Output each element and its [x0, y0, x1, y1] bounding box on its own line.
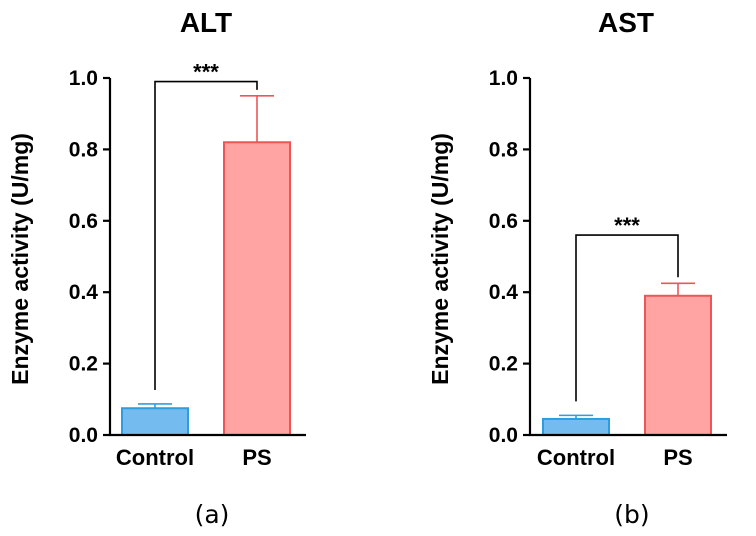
- x-tick-label: Control: [116, 445, 194, 470]
- y-tick-label: 0.0: [69, 424, 98, 447]
- y-axis-label: Enzyme activity (U/mg): [7, 133, 33, 385]
- y-tick-label: 0.2: [69, 353, 98, 376]
- y-tick-label: 0.6: [69, 210, 98, 233]
- y-tick-label: 0.6: [489, 210, 518, 233]
- chart-panel-alt: ALT Enzyme activity (U/mg) (a) Control PS…: [7, 7, 306, 529]
- x-tick-label: Control: [537, 445, 615, 470]
- chart-title: AST: [598, 7, 654, 38]
- bar-ps: [223, 141, 291, 436]
- chart-panel-ast: AST Enzyme activity (U/mg) (b) Control PS…: [427, 7, 727, 529]
- y-tick-label: 0.8: [489, 138, 519, 161]
- significance-label: ***: [193, 60, 219, 85]
- bar-control: [542, 417, 610, 436]
- y-tick-label: 0.2: [489, 353, 518, 376]
- y-tick-label: 0.8: [69, 138, 99, 161]
- significance-label: ***: [614, 213, 640, 238]
- y-tick-label: 0.0: [489, 424, 518, 447]
- y-tick-label: 1.0: [69, 67, 98, 90]
- panel-label: (a): [195, 500, 230, 529]
- y-tick-label: 1.0: [489, 67, 518, 90]
- x-tick-label: PS: [663, 445, 692, 470]
- significance-bracket: [575, 234, 679, 402]
- chart-title: ALT: [180, 7, 232, 38]
- bar-ps: [644, 294, 712, 436]
- significance-bracket: [154, 80, 258, 390]
- bar-control: [121, 407, 189, 437]
- y-axis-label: Enzyme activity (U/mg): [427, 133, 453, 385]
- y-tick-label: 0.4: [489, 281, 519, 304]
- x-tick-label: PS: [242, 445, 271, 470]
- panel-label: (b): [614, 500, 649, 529]
- y-tick-label: 0.4: [69, 281, 99, 304]
